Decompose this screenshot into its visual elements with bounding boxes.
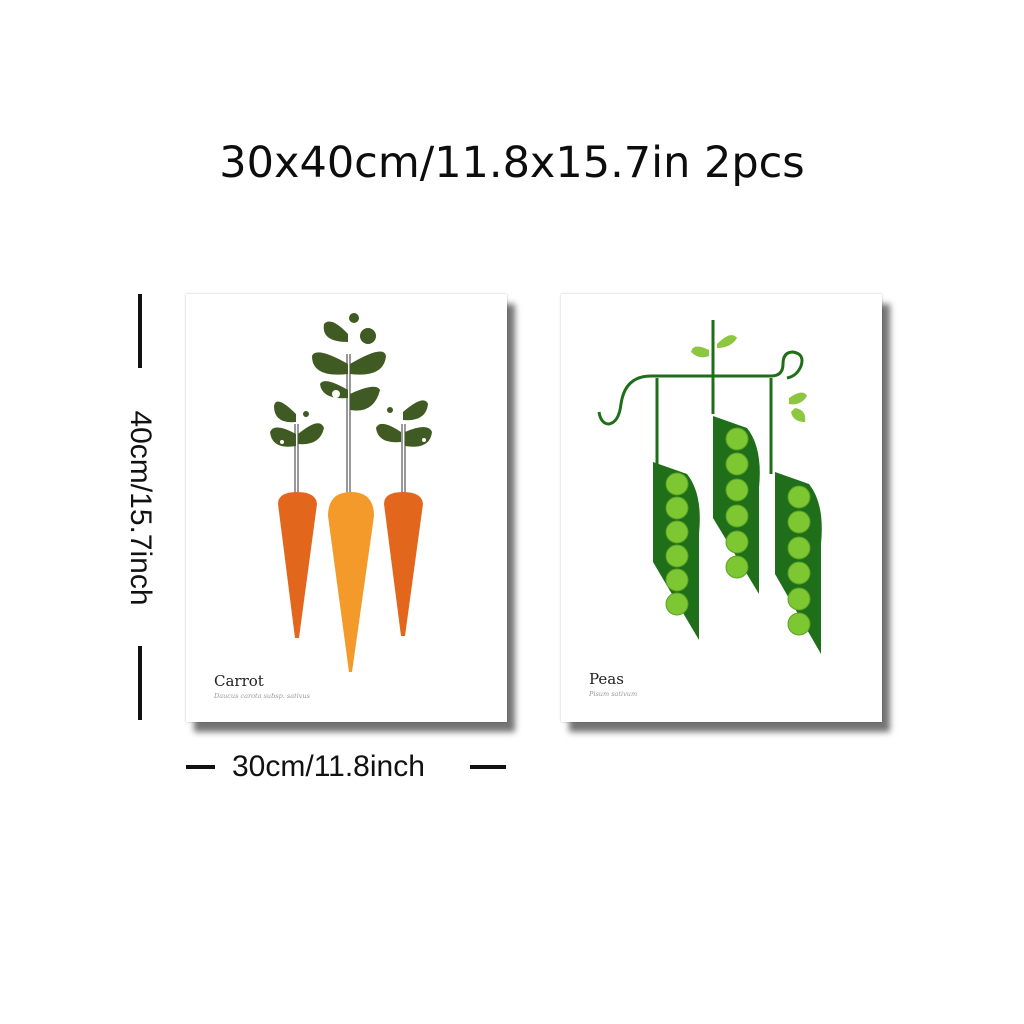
carrot-right — [384, 492, 423, 636]
width-marker-right — [470, 765, 506, 769]
pea-pods-illustration — [597, 320, 822, 654]
height-marker-top — [138, 294, 142, 368]
width-label: 30cm/11.8inch — [232, 750, 425, 783]
height-marker-bottom — [138, 646, 142, 720]
carrot-center — [328, 492, 374, 672]
carrot-title: Carrot — [214, 672, 264, 690]
carrot-left — [278, 492, 317, 638]
peas-subtitle: Pisum sativum — [589, 690, 638, 698]
peas-title: Peas — [589, 670, 624, 688]
carrot-illustration — [270, 313, 432, 672]
headline: 30x40cm/11.8x15.7in 2pcs — [219, 138, 805, 188]
carrot-subtitle: Daucus carota subsp. sativus — [214, 692, 310, 700]
height-label: 40cm/15.7inch — [124, 410, 157, 606]
peas-poster: Peas Pisum sativum — [561, 294, 882, 722]
carrot-poster: Carrot Daucus carota subsp. sativus — [186, 294, 507, 722]
width-marker-left — [186, 765, 215, 769]
